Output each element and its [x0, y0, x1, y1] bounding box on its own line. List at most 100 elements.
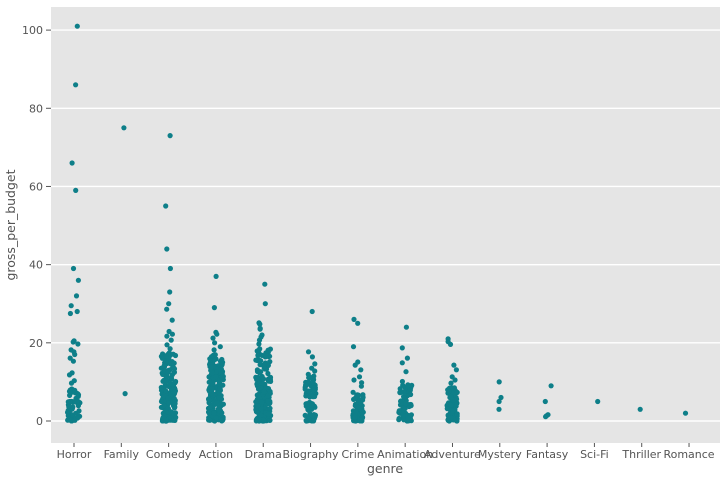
data-point: [253, 409, 260, 415]
data-point: [254, 375, 261, 382]
x-tick-label: Crime: [341, 448, 374, 461]
x-tick-label: Fantasy: [526, 448, 569, 461]
data-point: [444, 406, 450, 412]
data-point: [72, 351, 78, 358]
data-point: [310, 394, 316, 400]
data-point: [352, 362, 358, 368]
data-point: [256, 337, 263, 343]
data-point: [67, 310, 73, 317]
data-point: [66, 388, 73, 394]
data-point: [158, 353, 164, 359]
data-point: [498, 394, 504, 401]
data-point: [173, 414, 179, 420]
data-point: [161, 392, 167, 399]
x-tick-label: Drama: [245, 448, 282, 461]
data-point: [219, 417, 225, 423]
data-point: [254, 381, 260, 387]
data-point: [122, 391, 128, 397]
gridlines: [51, 29, 720, 422]
data-point: [253, 357, 259, 363]
data-point: [263, 353, 269, 359]
data-point: [255, 403, 261, 409]
data-point: [305, 349, 312, 355]
data-point: [261, 389, 267, 395]
data-point: [170, 351, 176, 357]
data-point: [399, 378, 405, 385]
data-point: [68, 303, 74, 309]
data-point: [496, 379, 502, 385]
data-point: [212, 340, 218, 346]
data-point: [445, 387, 451, 393]
data-point: [496, 398, 502, 405]
data-point: [257, 362, 263, 368]
axis-ticks: 0 20 40 60 80 100 Horror Family Comedy Action Dram…: [22, 24, 715, 461]
data-point: [219, 362, 225, 368]
data-point: [167, 381, 173, 387]
y-tick-label: 0: [36, 415, 43, 428]
data-point: [267, 405, 273, 411]
x-tick-label: Comedy: [146, 448, 192, 461]
data-point: [121, 125, 127, 131]
x-axis-title: genre: [367, 461, 403, 476]
data-point: [255, 386, 262, 392]
data-point: [166, 301, 172, 307]
data-point: [171, 369, 177, 375]
data-point: [165, 395, 171, 401]
data-point: [171, 389, 177, 395]
data-point: [207, 404, 213, 410]
data-point: [353, 408, 359, 414]
data-point: [399, 360, 405, 366]
data-point: [158, 398, 165, 405]
data-point: [454, 389, 460, 395]
data-point: [255, 352, 261, 358]
data-point: [453, 367, 459, 373]
data-point: [302, 412, 308, 418]
data-point: [164, 306, 170, 312]
data-point: [303, 382, 309, 388]
data-point: [352, 414, 358, 420]
data-point: [357, 400, 364, 407]
data-point: [398, 389, 404, 395]
data-point: [357, 417, 363, 423]
data-point: [214, 331, 220, 337]
x-tick-label: Sci-Fi: [580, 448, 609, 461]
data-point: [163, 203, 169, 209]
data-point: [172, 400, 178, 407]
x-tick-label: Romance: [663, 448, 714, 461]
data-point: [73, 187, 79, 193]
data-point: [265, 411, 271, 417]
panel-background: [51, 7, 720, 443]
data-point: [262, 281, 268, 287]
data-point: [447, 341, 454, 347]
data-point: [168, 337, 174, 343]
data-point: [72, 417, 78, 423]
data-point: [354, 392, 361, 398]
data-point: [309, 308, 315, 315]
data-point: [161, 363, 167, 369]
data-point: [404, 355, 410, 361]
data-point: [355, 404, 361, 410]
data-point: [454, 401, 460, 407]
data-point: [402, 405, 408, 412]
x-tick-label: Animation: [377, 448, 433, 461]
data-point: [403, 324, 409, 330]
x-tick-label: Adventure: [424, 448, 481, 461]
data-point: [73, 82, 79, 88]
data-point: [207, 417, 213, 423]
data-point: [303, 393, 309, 399]
data-point: [595, 398, 601, 405]
data-point: [210, 335, 216, 341]
data-point: [69, 160, 75, 166]
data-point: [220, 401, 226, 407]
data-point: [408, 412, 414, 418]
y-tick-label: 40: [29, 259, 43, 272]
data-point: [259, 399, 265, 405]
data-point: [165, 405, 171, 411]
data-point: [542, 398, 548, 405]
x-tick-label: Biography: [283, 448, 340, 461]
data-point: [307, 374, 313, 381]
data-point: [266, 401, 272, 407]
data-point: [302, 386, 308, 392]
data-point: [167, 289, 173, 295]
data-point: [312, 368, 318, 374]
